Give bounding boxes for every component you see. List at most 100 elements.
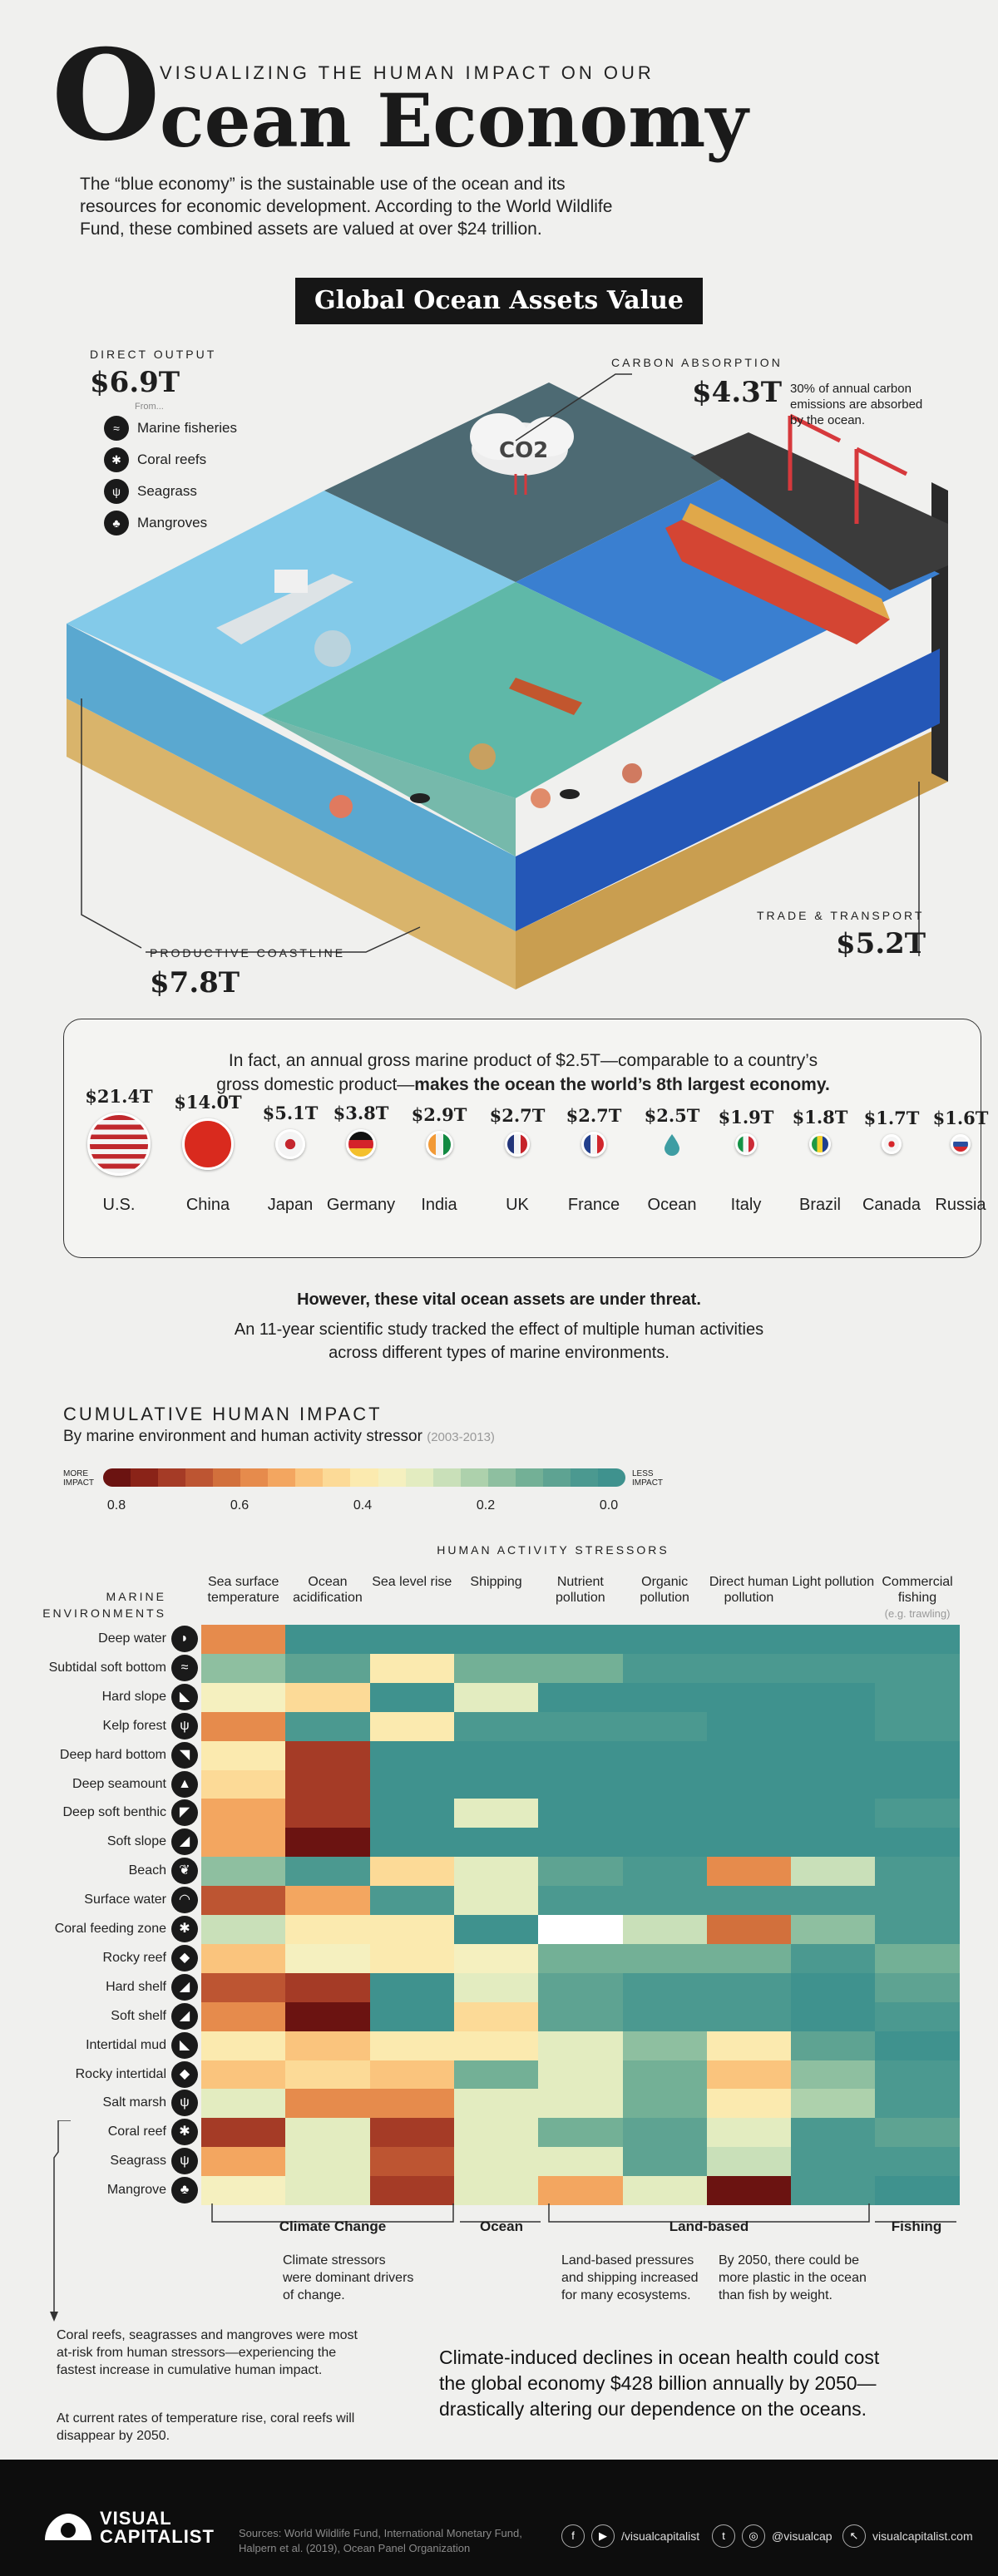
heatmap-cell [285, 1972, 371, 2003]
instagram-icon[interactable]: ◎ [742, 2524, 765, 2548]
youtube-icon[interactable]: ▶ [591, 2524, 615, 2548]
heatmap-cell [622, 1857, 708, 1887]
heatmap-cell [285, 1625, 371, 1655]
heatmap-cell [791, 1943, 876, 1974]
heatmap-cell [875, 1740, 961, 1770]
heatmap-cell [538, 1625, 623, 1655]
legend-swatch [295, 1468, 324, 1487]
heatmap-cell [538, 1711, 623, 1742]
legend-swatch [487, 1468, 516, 1487]
x-axis-title: HUMAN ACTIVITY STRESSORS [437, 1543, 669, 1557]
heatmap-cell [201, 1711, 286, 1742]
legend-swatch [103, 1468, 131, 1487]
column-header: Sea level rise [370, 1574, 454, 1590]
mangrove-icon: ♣ [104, 511, 129, 535]
heatmap-cell [369, 1682, 455, 1713]
heatmap-cell [453, 1857, 539, 1887]
row-label: Kelp forest [102, 1718, 166, 1733]
soft-slope-icon: ◢ [171, 1828, 198, 1856]
social-handle-2[interactable]: @visualcap [772, 2529, 832, 2543]
heatmap-cell [285, 2001, 371, 2032]
legend-swatch [158, 1468, 186, 1487]
country-name: Germany [326, 1196, 396, 1214]
twitter-icon[interactable]: t [712, 2524, 735, 2548]
flag-icon [87, 1113, 151, 1176]
heatmap-cell [369, 2031, 455, 2060]
heatmap-cell [706, 1799, 792, 1828]
flag-icon [951, 1134, 971, 1154]
rocky-reef-icon: ◆ [171, 1944, 198, 1971]
column-header-label: Commercial fishing [882, 1575, 953, 1605]
heatmap-cell [791, 2089, 876, 2119]
flag-icon [346, 1129, 376, 1159]
beach-icon: ❦ [171, 1858, 198, 1885]
legend-tick: 0.4 [353, 1498, 373, 1513]
heatmap-cell [285, 1943, 371, 1974]
heatmap-cell [201, 1682, 286, 1713]
chart-title: CUMULATIVE HUMAN IMPACT [63, 1404, 383, 1424]
row-label: Subtidal soft bottom [48, 1660, 166, 1675]
column-header-label: Light pollution [792, 1575, 875, 1589]
country-value: $14.0T [174, 1092, 242, 1113]
heatmap-cell [622, 2147, 708, 2177]
heatmap-cell [706, 1943, 792, 1974]
column-header: Shipping [454, 1574, 538, 1590]
heatmap-cell [875, 2118, 961, 2148]
column-header: Commercial fishing (e.g. trawling) [875, 1574, 959, 1621]
direct-output-item: Marine fisheries [137, 420, 237, 436]
brand-line-2: CAPITALIST [100, 2526, 215, 2547]
note-coral-1: Coral reefs, seagrasses and mangroves we… [57, 2328, 358, 2377]
country-value: $1.6T [932, 1108, 989, 1128]
heatmap-cell [369, 1799, 455, 1828]
intertidal-mud-icon: ◣ [171, 2031, 198, 2059]
threat-subtitle: An 11-year scientific study tracked the … [0, 1318, 998, 1364]
country-value: $5.1T [262, 1103, 319, 1123]
social-handle-1[interactable]: /visualcapitalist [621, 2529, 700, 2543]
gdp-line-2-bold: makes the ocean the world’s 8th largest … [414, 1075, 830, 1094]
coral-reef-icon: ✱ [171, 2119, 198, 2146]
flag-icon [182, 1118, 234, 1170]
heatmap-cell [201, 2001, 286, 2032]
heatmap-cell [875, 1857, 961, 1887]
gdp-comparison-box: In fact, an annual gross marine product … [63, 1019, 988, 1258]
country-name: Russia [935, 1196, 986, 1214]
heatmap-cell [453, 2060, 539, 2090]
heatmap-cell [201, 2176, 286, 2206]
heatmap-cell [201, 1740, 286, 1770]
row-label: Coral reef [107, 2124, 166, 2139]
column-header-label: Organic pollution [640, 1575, 689, 1605]
heatmap-cell [285, 1799, 371, 1828]
heatmap-cell [285, 1740, 371, 1770]
heatmap-cell [706, 1915, 792, 1945]
direct-output-from: From... [135, 402, 164, 412]
country-value: $3.8T [333, 1103, 389, 1123]
facebook-icon[interactable]: f [561, 2524, 585, 2548]
heatmap-cell [791, 1740, 876, 1770]
heatmap-cell [369, 1943, 455, 1974]
heatmap-cell [622, 1653, 708, 1684]
heatmap-cell [706, 1828, 792, 1858]
heatmap-cell [622, 2118, 708, 2148]
heatmap-cell [622, 1799, 708, 1828]
heatmap-cell [706, 1886, 792, 1916]
country-name: Brazil [798, 1196, 841, 1214]
legend-tick: 0.6 [230, 1498, 250, 1513]
country-name: France [567, 1196, 620, 1214]
heatmap-cell [875, 2089, 961, 2119]
heatmap-cell [875, 1886, 961, 1916]
row-label: Surface water [84, 1893, 166, 1907]
deep-water-icon: ◗ [171, 1626, 198, 1652]
heatmap-cell [453, 2031, 539, 2060]
note-plastic: By 2050, there could be more plastic in … [719, 2253, 867, 2302]
heatmap-cell [369, 1769, 455, 1799]
website-link[interactable]: visualcapitalist.com [872, 2529, 973, 2543]
cursor-icon[interactable]: ↖ [842, 2524, 866, 2548]
heatmap-cell [875, 1711, 961, 1742]
intro-text: The “blue economy” is the sustainable us… [80, 175, 613, 239]
heatmap-cell [622, 1943, 708, 1974]
heatmap-cell [369, 1711, 455, 1742]
legend-tick: 0.2 [476, 1498, 496, 1513]
footer-logo[interactable]: VISUAL CAPITALIST [100, 2509, 215, 2546]
heatmap-cell [453, 2118, 539, 2148]
row-label: Hard slope [101, 1689, 166, 1704]
